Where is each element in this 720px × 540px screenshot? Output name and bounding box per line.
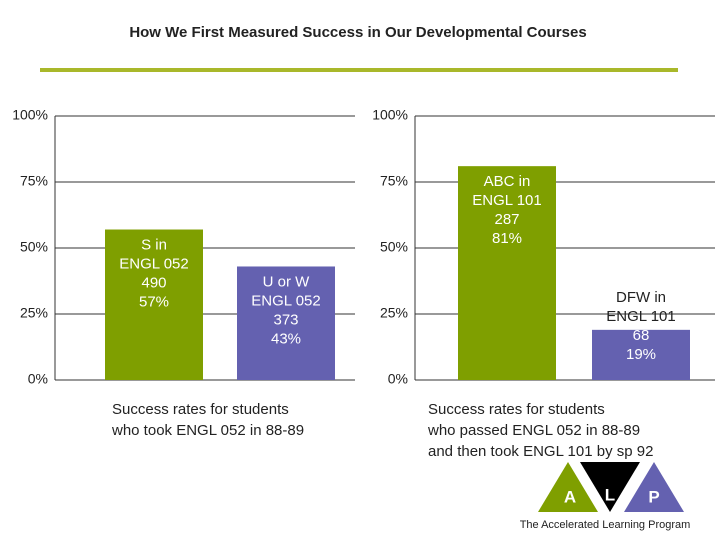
x-axis-label: who passed ENGL 052 in 88-89: [427, 422, 640, 439]
bar: [237, 266, 335, 380]
x-axis-label: Success rates for students: [428, 401, 605, 418]
logo-letter: A: [564, 487, 576, 506]
slide-title: How We First Measured Success in Our Dev…: [129, 24, 586, 41]
bar-label: U or W: [263, 273, 311, 290]
bar-label: DFW in: [616, 289, 666, 306]
bar-label: ENGL 052: [251, 292, 321, 309]
bar-label: ENGL 101: [472, 192, 542, 209]
bar: [105, 229, 203, 380]
bar-label: 287: [494, 211, 519, 228]
x-axis-label: who took ENGL 052 in 88-89: [111, 422, 304, 439]
y-tick-label: 25%: [380, 305, 408, 321]
y-tick-label: 50%: [20, 239, 48, 255]
logo-letter: P: [648, 487, 659, 506]
y-tick-label: 0%: [388, 371, 408, 387]
bar-label: ENGL 052: [119, 255, 189, 272]
x-axis-label: and then took ENGL 101 by sp 92: [428, 443, 653, 460]
x-axis-label: Success rates for students: [112, 401, 289, 418]
bar-label: S in: [141, 236, 167, 253]
logo-triangle: [580, 462, 640, 512]
bar-label: 490: [141, 274, 166, 291]
bar: [592, 329, 690, 380]
bar-label: ENGL 101: [606, 308, 676, 325]
y-tick-label: 25%: [20, 305, 48, 321]
logo-letter: L: [605, 485, 615, 504]
logo-triangle: [538, 462, 598, 512]
y-tick-label: 50%: [380, 239, 408, 255]
y-tick-label: 75%: [20, 173, 48, 189]
bar-label: 19%: [626, 346, 656, 363]
bar-label: ABC in: [484, 173, 531, 190]
logo-caption: The Accelerated Learning Program: [520, 519, 691, 531]
bar: [458, 166, 556, 380]
logo-triangle: [624, 462, 684, 512]
y-tick-label: 100%: [372, 107, 408, 123]
bar-label: 68: [633, 327, 650, 344]
y-tick-label: 75%: [380, 173, 408, 189]
bar-label: 57%: [139, 293, 169, 310]
bar-label: 373: [273, 311, 298, 328]
bar-label: 43%: [271, 330, 301, 347]
y-tick-label: 0%: [28, 371, 48, 387]
y-tick-label: 100%: [12, 107, 48, 123]
bar-label: 81%: [492, 230, 522, 247]
